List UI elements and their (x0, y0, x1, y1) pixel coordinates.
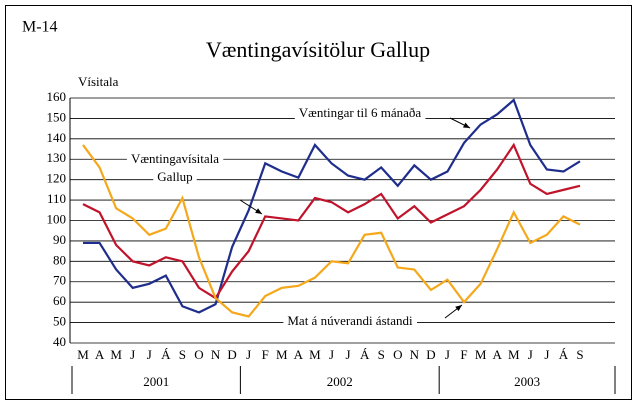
x-tick-label: D (227, 347, 236, 362)
x-tick-label: Á (559, 347, 569, 362)
annotation-bg (283, 311, 418, 329)
x-tick-label: J (346, 347, 351, 362)
y-tick-label: 50 (53, 314, 66, 329)
x-group-label: 2003 (514, 374, 540, 389)
y-tick-label: 160 (47, 89, 67, 104)
x-group-label: 2002 (327, 374, 353, 389)
x-tick-label: Á (360, 347, 370, 362)
y-tick-label: 130 (47, 150, 67, 165)
y-tick-label: 140 (47, 130, 67, 145)
frame (5, 5, 632, 400)
x-tick-label: M (77, 347, 89, 362)
arrow-head (455, 305, 462, 312)
x-tick-label: O (194, 347, 203, 362)
x-tick-label: M (110, 347, 122, 362)
x-tick-label: A (95, 347, 105, 362)
x-tick-label: O (393, 347, 402, 362)
series-line (82, 144, 581, 318)
x-tick-label: S (179, 347, 186, 362)
x-tick-label: J (445, 347, 450, 362)
series-line (82, 142, 581, 300)
x-tick-label: N (211, 347, 221, 362)
x-tick-label: M (276, 347, 288, 362)
x-tick-label: M (475, 347, 487, 362)
arrow-head (255, 208, 262, 214)
y-tick-label: 80 (53, 252, 66, 267)
x-tick-label: A (492, 347, 502, 362)
x-tick-label: A (294, 347, 304, 362)
x-tick-label: J (130, 347, 135, 362)
x-tick-label: J (544, 347, 549, 362)
x-tick-label: N (410, 347, 420, 362)
y-tick-label: 110 (47, 191, 66, 206)
x-tick-label: M (309, 347, 321, 362)
x-tick-label: M (508, 347, 520, 362)
y-tick-label: 60 (53, 293, 66, 308)
y-tick-label: 150 (47, 109, 67, 124)
x-tick-label: J (329, 347, 334, 362)
annotation-bg (294, 103, 426, 121)
y-axis-label: Vísitala (78, 74, 119, 89)
chart-title: Væntingavísitölur Gallup (206, 37, 430, 62)
x-tick-label: F (262, 347, 269, 362)
x-tick-label: Á (161, 347, 171, 362)
x-tick-label: J (528, 347, 533, 362)
x-tick-label: D (426, 347, 435, 362)
x-group-label: 2001 (143, 374, 169, 389)
x-tick-label: S (576, 347, 583, 362)
y-tick-label: 120 (47, 171, 67, 186)
annotation-bg (126, 149, 224, 167)
chart-label: M-14 (22, 19, 58, 36)
y-tick-label: 100 (47, 211, 67, 226)
annotation-bg (153, 167, 197, 185)
y-tick-label: 90 (53, 232, 66, 247)
x-tick-label: S (378, 347, 385, 362)
arrow-head (463, 122, 470, 128)
series-line (83, 98, 581, 314)
x-tick-label: J (246, 347, 251, 362)
y-tick-label: 70 (53, 273, 66, 288)
annotation: Mat á núverandi ástandi (287, 313, 413, 328)
annotation: Væntingar til 6 mánaða (299, 105, 422, 120)
x-tick-label: F (460, 347, 467, 362)
y-tick-label: 40 (53, 334, 66, 349)
annotation: Væntingavísitala (131, 151, 219, 166)
annotation: Gallup (157, 169, 192, 184)
x-tick-label: J (147, 347, 152, 362)
